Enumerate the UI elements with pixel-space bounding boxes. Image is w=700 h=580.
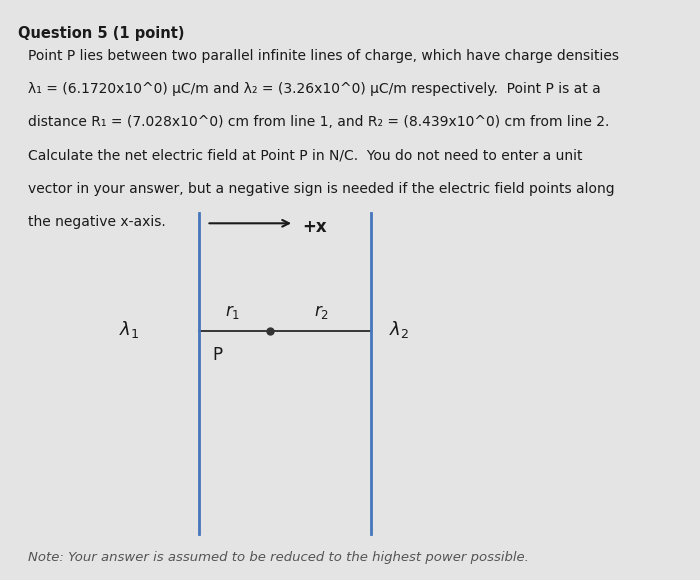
Text: $\lambda_1$: $\lambda_1$ (119, 319, 140, 340)
Text: $\lambda_2$: $\lambda_2$ (389, 319, 409, 340)
Text: Point P lies between two parallel infinite lines of charge, which have charge de: Point P lies between two parallel infini… (28, 49, 619, 63)
Text: vector in your answer, but a negative sign is needed if the electric field point: vector in your answer, but a negative si… (28, 182, 615, 195)
Text: Question 5 (1 point): Question 5 (1 point) (18, 26, 184, 41)
Text: $r_1$: $r_1$ (225, 303, 240, 321)
Text: Calculate the net electric field at Point P in N/C.  You do not need to enter a : Calculate the net electric field at Poin… (28, 148, 582, 162)
Text: +x: +x (302, 218, 327, 235)
Text: distance R₁ = (7.028x10^0) cm from line 1, and R₂ = (8.439x10^0) cm from line 2.: distance R₁ = (7.028x10^0) cm from line … (28, 115, 610, 129)
Text: Note: Your answer is assumed to be reduced to the highest power possible.: Note: Your answer is assumed to be reduc… (28, 551, 529, 564)
Text: λ₁ = (6.1720x10^0) μC/m and λ₂ = (3.26x10^0) μC/m respectively.  Point P is at a: λ₁ = (6.1720x10^0) μC/m and λ₂ = (3.26x1… (28, 82, 601, 96)
Text: the negative x-axis.: the negative x-axis. (28, 215, 166, 229)
Text: $r_2$: $r_2$ (314, 303, 330, 321)
Text: P: P (212, 346, 222, 364)
